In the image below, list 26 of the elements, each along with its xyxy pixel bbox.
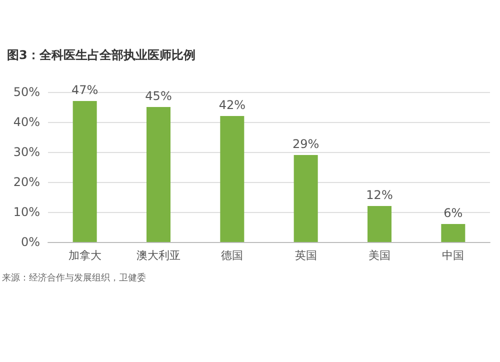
bar	[441, 224, 466, 242]
data-label: 45%	[145, 89, 172, 103]
bar	[72, 101, 97, 242]
bar	[294, 155, 318, 242]
y-tick-label: 20%	[13, 175, 40, 189]
y-tick-label: 30%	[13, 145, 40, 159]
bar	[220, 116, 244, 242]
x-tick-label: 德国	[221, 249, 244, 262]
y-tick-label: 40%	[13, 115, 40, 129]
x-tick-label: 中国	[442, 249, 464, 262]
x-tick-label: 英国	[294, 249, 317, 262]
source-note: 来源：经济合作与发展组织，卫健委	[2, 272, 146, 284]
x-tick-label: 澳大利亚	[136, 249, 180, 262]
data-label: 6%	[444, 206, 463, 220]
bar	[368, 206, 392, 242]
x-tick-label: 美国	[368, 249, 390, 262]
data-label: 47%	[71, 83, 98, 97]
data-label: 29%	[292, 137, 320, 151]
data-label: 42%	[218, 98, 246, 112]
y-tick-label: 50%	[13, 85, 40, 99]
bar	[146, 107, 170, 242]
y-tick-label: 0%	[20, 235, 40, 249]
data-label: 12%	[366, 188, 393, 202]
chart-title: 图3：全科医生占全部执业医师比例	[7, 48, 196, 62]
x-tick-label: 加拿大	[68, 249, 102, 262]
y-tick-label: 10%	[13, 205, 40, 219]
